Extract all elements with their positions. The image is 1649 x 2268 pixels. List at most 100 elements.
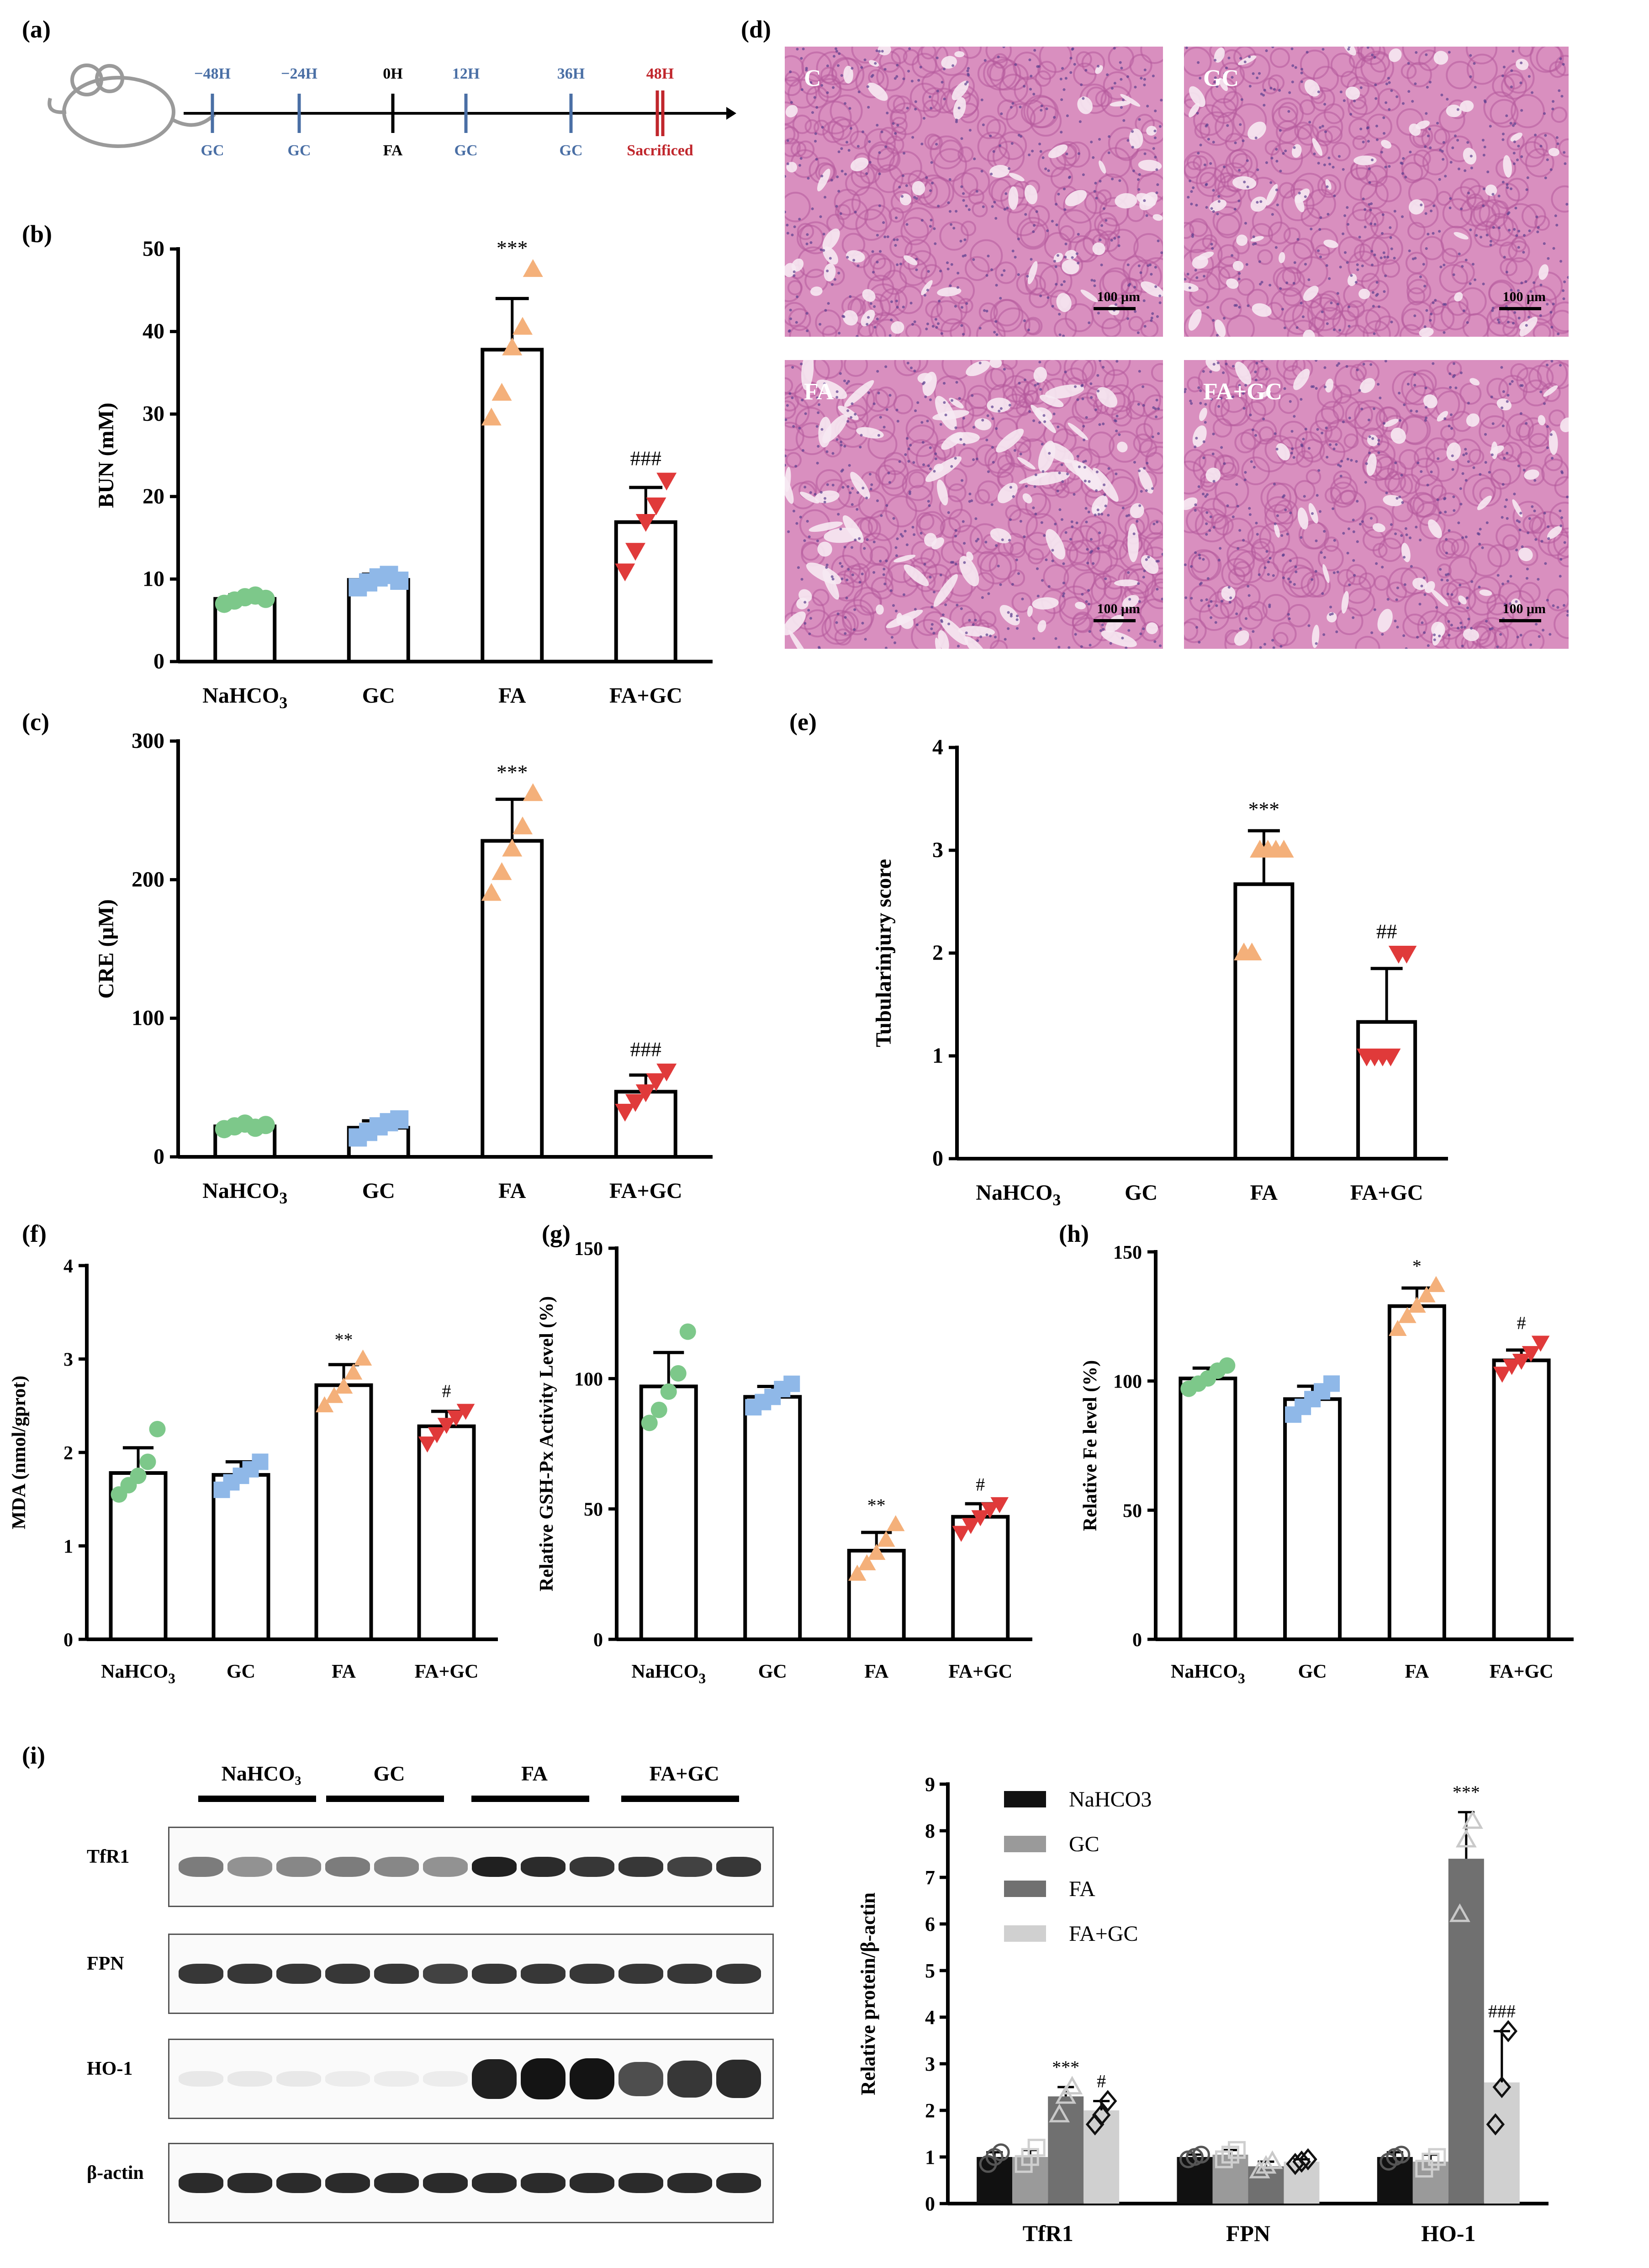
data-point-triangle-down bbox=[1396, 946, 1417, 964]
blot-band bbox=[227, 2173, 272, 2193]
data-point-triangle-up bbox=[1462, 1810, 1483, 1829]
y-tick-label: 20 bbox=[143, 484, 164, 509]
blot-band bbox=[667, 1857, 712, 1877]
timeline-time: 36H bbox=[557, 65, 585, 82]
micrograph-label: GC bbox=[1203, 65, 1239, 91]
blot-band bbox=[276, 1964, 321, 1984]
data-point-triangle-up bbox=[502, 337, 523, 355]
blot-row-label: β-actin bbox=[87, 2162, 144, 2183]
x-tick-label: FA+GC bbox=[1350, 1181, 1423, 1205]
scale-bar bbox=[1499, 307, 1541, 310]
x-tick-label: FA+GC bbox=[415, 1661, 479, 1682]
data-point-triangle-up bbox=[1262, 2150, 1283, 2169]
data-point-triangle-up bbox=[1274, 840, 1294, 858]
scale-bar-label: 100 μm bbox=[1097, 289, 1141, 304]
data-point-diamond bbox=[1486, 2113, 1505, 2136]
timeline-treatment: GC bbox=[201, 142, 224, 159]
y-tick-label: 2 bbox=[925, 2099, 935, 2122]
legend: NaHCO3 GC FA FA+GC bbox=[1004, 1787, 1152, 1946]
x-tick-label: FA+GC bbox=[948, 1661, 1012, 1682]
blot-band bbox=[276, 2071, 321, 2087]
timeline-treatment: FA bbox=[383, 142, 403, 159]
y-tick-label: 1 bbox=[63, 1537, 73, 1558]
blot-band bbox=[570, 1857, 614, 1877]
blot-band bbox=[618, 2061, 663, 2096]
timeline-treatment: GC bbox=[288, 142, 311, 159]
blot-band bbox=[276, 2173, 321, 2193]
data-point-triangle-down bbox=[1502, 1359, 1521, 1375]
x-tick-label: GC bbox=[227, 1661, 255, 1682]
data-point-triangle-down bbox=[625, 1094, 645, 1112]
blot-band bbox=[423, 1857, 468, 1877]
blot-band bbox=[521, 1857, 566, 1877]
bar-1 bbox=[211, 1473, 270, 1642]
blot-strip-2 bbox=[168, 2039, 774, 2119]
data-point-circle bbox=[650, 1401, 667, 1418]
y-tick-label: 4 bbox=[925, 2006, 935, 2029]
data-point-triangle-down bbox=[418, 1436, 437, 1453]
blot-band bbox=[570, 1964, 614, 1984]
timeline-time: −48H bbox=[194, 65, 231, 82]
blot-band bbox=[570, 2173, 614, 2193]
x-tick-label: NaHCO3 bbox=[976, 1181, 1061, 1209]
timeline-arrow bbox=[726, 107, 736, 120]
y-tick-label: 7 bbox=[925, 1866, 935, 1889]
blot-band bbox=[374, 2173, 419, 2193]
micrograph-fa-gc: FA+GC 100 μm bbox=[1184, 360, 1569, 649]
blot-band bbox=[618, 2173, 663, 2193]
x-tick-label: NaHCO3 bbox=[631, 1661, 706, 1686]
blot-band bbox=[716, 1857, 761, 1877]
blot-band bbox=[423, 1964, 468, 1984]
data-point-triangle-up bbox=[481, 883, 502, 901]
data-point-triangle-up bbox=[1449, 1903, 1470, 1922]
legend-swatch bbox=[1004, 1881, 1046, 1897]
panel-label-d: (d) bbox=[741, 16, 771, 43]
blot-band bbox=[716, 2173, 761, 2193]
significance-label: # bbox=[976, 1474, 985, 1494]
data-point-triangle-down bbox=[1380, 1049, 1401, 1066]
chart-g: 0 50 100 150 Relative GSH-Px Activity Level … bbox=[536, 1239, 1032, 1686]
blot-group-bar bbox=[471, 1796, 589, 1802]
y-tick-label: 9 bbox=[925, 1773, 935, 1796]
data-point-square bbox=[1221, 2146, 1239, 2164]
x-tick-label: GC bbox=[1298, 1661, 1327, 1682]
x-tick-label: FA+GC bbox=[609, 684, 682, 708]
bar-HO-1-2 bbox=[1448, 1859, 1484, 2204]
blot-band bbox=[325, 2071, 370, 2087]
data-point-triangle-down bbox=[447, 1410, 465, 1426]
data-point-diamond bbox=[1292, 2150, 1311, 2173]
y-tick-label: 2 bbox=[932, 941, 943, 965]
scale-bar bbox=[1499, 619, 1541, 622]
data-point-triangle-down bbox=[656, 472, 677, 491]
bar-0 bbox=[1179, 1377, 1237, 1642]
blot-band bbox=[325, 1964, 370, 1984]
data-point-triangle-up bbox=[1255, 2155, 1277, 2174]
scale-bar-label: 100 μm bbox=[1502, 289, 1546, 304]
y-axis-label: Relative protein/β-actin bbox=[857, 1892, 879, 2095]
micrograph-fa: FA 100 μm bbox=[785, 360, 1163, 649]
blot-band bbox=[618, 1964, 663, 1984]
data-point-triangle-up bbox=[857, 1554, 876, 1570]
data-point-triangle-up bbox=[1062, 2076, 1083, 2095]
data-point-triangle-up bbox=[492, 862, 512, 880]
data-point-triangle-up bbox=[513, 317, 533, 335]
x-tick-label: FA bbox=[498, 1179, 526, 1203]
data-point-square bbox=[1228, 2141, 1246, 2159]
data-point-triangle-down bbox=[952, 1526, 971, 1542]
blot-band bbox=[472, 2059, 517, 2099]
data-point-triangle-up bbox=[1242, 943, 1262, 960]
bar-2 bbox=[314, 1383, 373, 1641]
data-point-triangle-down bbox=[990, 1497, 1009, 1513]
blot-band bbox=[667, 2173, 712, 2193]
data-point-triangle-up bbox=[1389, 1319, 1407, 1336]
x-tick-label: HO-1 bbox=[1421, 2220, 1475, 2246]
data-point-square bbox=[1027, 2139, 1046, 2157]
blot-group-label: FA bbox=[521, 1762, 548, 1785]
x-tick-label: FA+GC bbox=[1490, 1661, 1554, 1682]
y-tick-label: 5 bbox=[925, 1960, 935, 1982]
blot-row-label: TfR1 bbox=[87, 1846, 130, 1867]
data-point-triangle-down bbox=[428, 1427, 446, 1443]
data-point-circle bbox=[256, 589, 275, 608]
data-point-circle bbox=[1392, 2146, 1411, 2164]
x-tick-label: NaHCO3 bbox=[202, 684, 287, 712]
